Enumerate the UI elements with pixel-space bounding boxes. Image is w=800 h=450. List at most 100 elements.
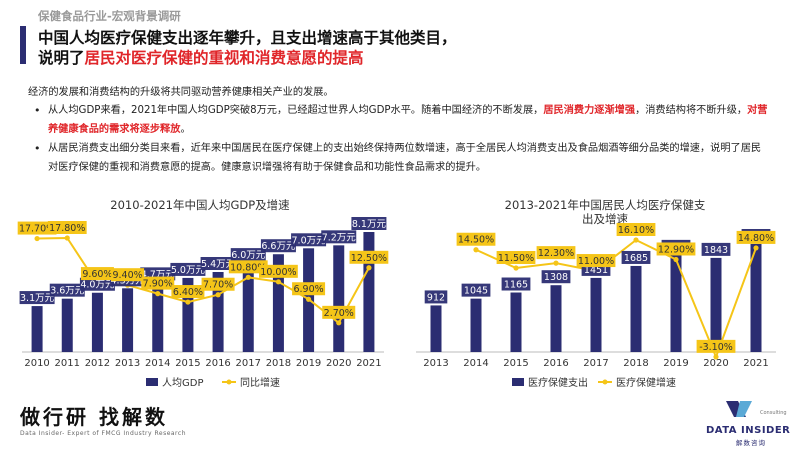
chart2-bar [670, 254, 682, 352]
bullet1-c: 。 [180, 124, 191, 135]
chart1-line-label: 17.70% [19, 224, 55, 235]
chart2-bar-label: 1685 [624, 253, 648, 264]
page-title-line2: 说明了居民对医疗保健的重视和消费意愿的提高 [38, 46, 364, 68]
chart1-line-label-bg [171, 285, 205, 299]
chart1-line-label: 6.40% [173, 287, 203, 298]
chart2-line-point [473, 247, 479, 253]
chart1-line-point [275, 279, 282, 285]
chart2-bar-label-bg [461, 283, 491, 297]
chart2-line-label-bg [456, 232, 496, 246]
chart2-legend-line-dot [602, 379, 608, 385]
chart1-bar-label: 7.2万元 [322, 232, 357, 243]
chart1-x-tick: 2017 [236, 358, 261, 369]
chart1-line-label: 2.70% [324, 308, 354, 319]
chart2-x-tick: 2014 [463, 358, 488, 369]
chart1-bar-label: 6.0万元 [231, 250, 266, 261]
chart1-bar [272, 254, 284, 352]
chart1-bar-label-bg [260, 239, 296, 253]
chart2-line-point [633, 237, 639, 243]
data-insider-logo-icon [726, 401, 752, 417]
chart1-line-label-bg [80, 267, 114, 281]
chart2-bar [750, 244, 762, 352]
chart2-healthcare: 2013 2014 2015 2016 2017 2018 2019 2020 2021 912 1… [416, 223, 776, 389]
chart2-bar-label: 1045 [464, 286, 488, 297]
chart2-bar-label-bg [424, 290, 448, 304]
chart1-bar-label-bg [170, 262, 206, 276]
chart1-bar-label-bg [49, 283, 85, 297]
chart2-bar-label: 1843 [704, 245, 728, 256]
chart2-bar [470, 298, 482, 352]
chart1-line-point [34, 235, 40, 242]
chart1-line-label: 10.00% [260, 267, 296, 278]
chart1-bar-label-bg [19, 291, 55, 305]
chart2-x-tick: 2017 [583, 358, 608, 369]
chart1-line-label: 17.80% [49, 223, 85, 234]
chart1-line-point [185, 299, 191, 305]
chart2-title: 2013-2021年中国居民人均医疗保健支 出及增速 [455, 198, 755, 226]
chart1-bar-label: 3.6万元 [50, 286, 85, 297]
brand-slogan: 做行研 找解数 [20, 405, 168, 429]
chart1-x-tick: 2010 [24, 358, 49, 369]
chart1-bar-label: 5.0万元 [171, 265, 206, 276]
chart1-line-point [215, 292, 221, 298]
chart1-bar-label: 5.4万元 [201, 259, 236, 270]
chart1-bar [212, 272, 224, 352]
chart2-line-point [753, 245, 759, 251]
logo-consulting-text: Consulting [760, 410, 787, 416]
chart2-line-label-bg [576, 254, 616, 268]
brand-tagline: Data Insider- Expert of FMCG Industry Re… [20, 430, 186, 437]
title-prefix: 说明了 [38, 49, 85, 67]
bullet1-a: 从人均GDP来看，2021年中国人均GDP突破8万元，已经超过世界人均GDP水平… [48, 105, 544, 116]
chart2-x-tick: 2015 [503, 358, 528, 369]
chart2-line-label-bg [616, 223, 656, 236]
chart1-bar-label-bg [291, 233, 327, 247]
chart2-line-label: 11.00% [578, 256, 614, 267]
chart1-x-tick: 2013 [115, 358, 140, 369]
chart1-line-label: 7.70% [203, 280, 233, 291]
chart1-bar [152, 282, 164, 352]
chart1-line-label-bg [228, 260, 268, 274]
chart2-x-tick: 2020 [703, 358, 728, 369]
chart1-bar-label-bg [200, 257, 236, 270]
chart2-line-point [553, 260, 559, 266]
chart1-bar-label: 3.1万元 [20, 293, 55, 304]
chart1-x-tick: 2015 [175, 358, 200, 369]
chart1-bar [31, 306, 43, 352]
chart2-line-label: 14.50% [458, 235, 494, 246]
logo-text: DATA INSIDER [706, 425, 791, 436]
chart2-line-label-bg [496, 251, 536, 264]
chart1-line-label-bg [292, 282, 326, 296]
chart1-x-tick: 2020 [326, 358, 351, 369]
chart2-line-label-bg [536, 246, 576, 260]
chart2-line-label: 16.10% [618, 225, 654, 236]
chart2-bar [590, 277, 602, 352]
chart1-bar [363, 232, 375, 352]
chart2-bar-label: 1451 [584, 265, 608, 276]
chart1-bar-label: 6.6万元 [261, 241, 296, 252]
chart1-bar-label: 4.0万元 [80, 280, 115, 291]
chart2-line-label: 11.50% [498, 253, 534, 264]
title-accent-bar [20, 26, 26, 64]
bullet2-text: 从居民消费支出细分类目来看，近年来中国居民在医疗保健上的支出始终保持两位数增速，… [48, 143, 762, 173]
chart2-bar [510, 292, 522, 352]
chart2-legend-bar-label: 医疗保健支出 [528, 376, 588, 389]
chart2-bar-label-bg [701, 242, 731, 256]
chart1-x-tick: 2018 [266, 358, 291, 369]
chart2-bar-label: 1308 [544, 272, 568, 283]
chart1-legend-bar-label: 人均GDP [162, 377, 203, 389]
chart1-x-tick: 2021 [356, 358, 381, 369]
chart2-bar-label: 912 [427, 292, 445, 303]
chart1-line-label-bg [47, 221, 87, 234]
chart1-line-point [366, 265, 372, 271]
chart2-line-point [673, 256, 679, 263]
chart1-line-point [64, 235, 70, 241]
chart1-bar [91, 292, 103, 352]
chart1-line-label-bg [111, 268, 145, 282]
chart2-line-label: 12.30% [538, 248, 574, 259]
chart2-line-label-bg [696, 339, 736, 353]
chart1-line-label-bg [349, 250, 389, 264]
page-title-line1: 中国人均医疗保健支出逐年攀升，且支出增速高于其他类目， [38, 29, 457, 47]
chart1-bar [242, 263, 254, 352]
chart1-bar-label-bg [321, 230, 357, 244]
